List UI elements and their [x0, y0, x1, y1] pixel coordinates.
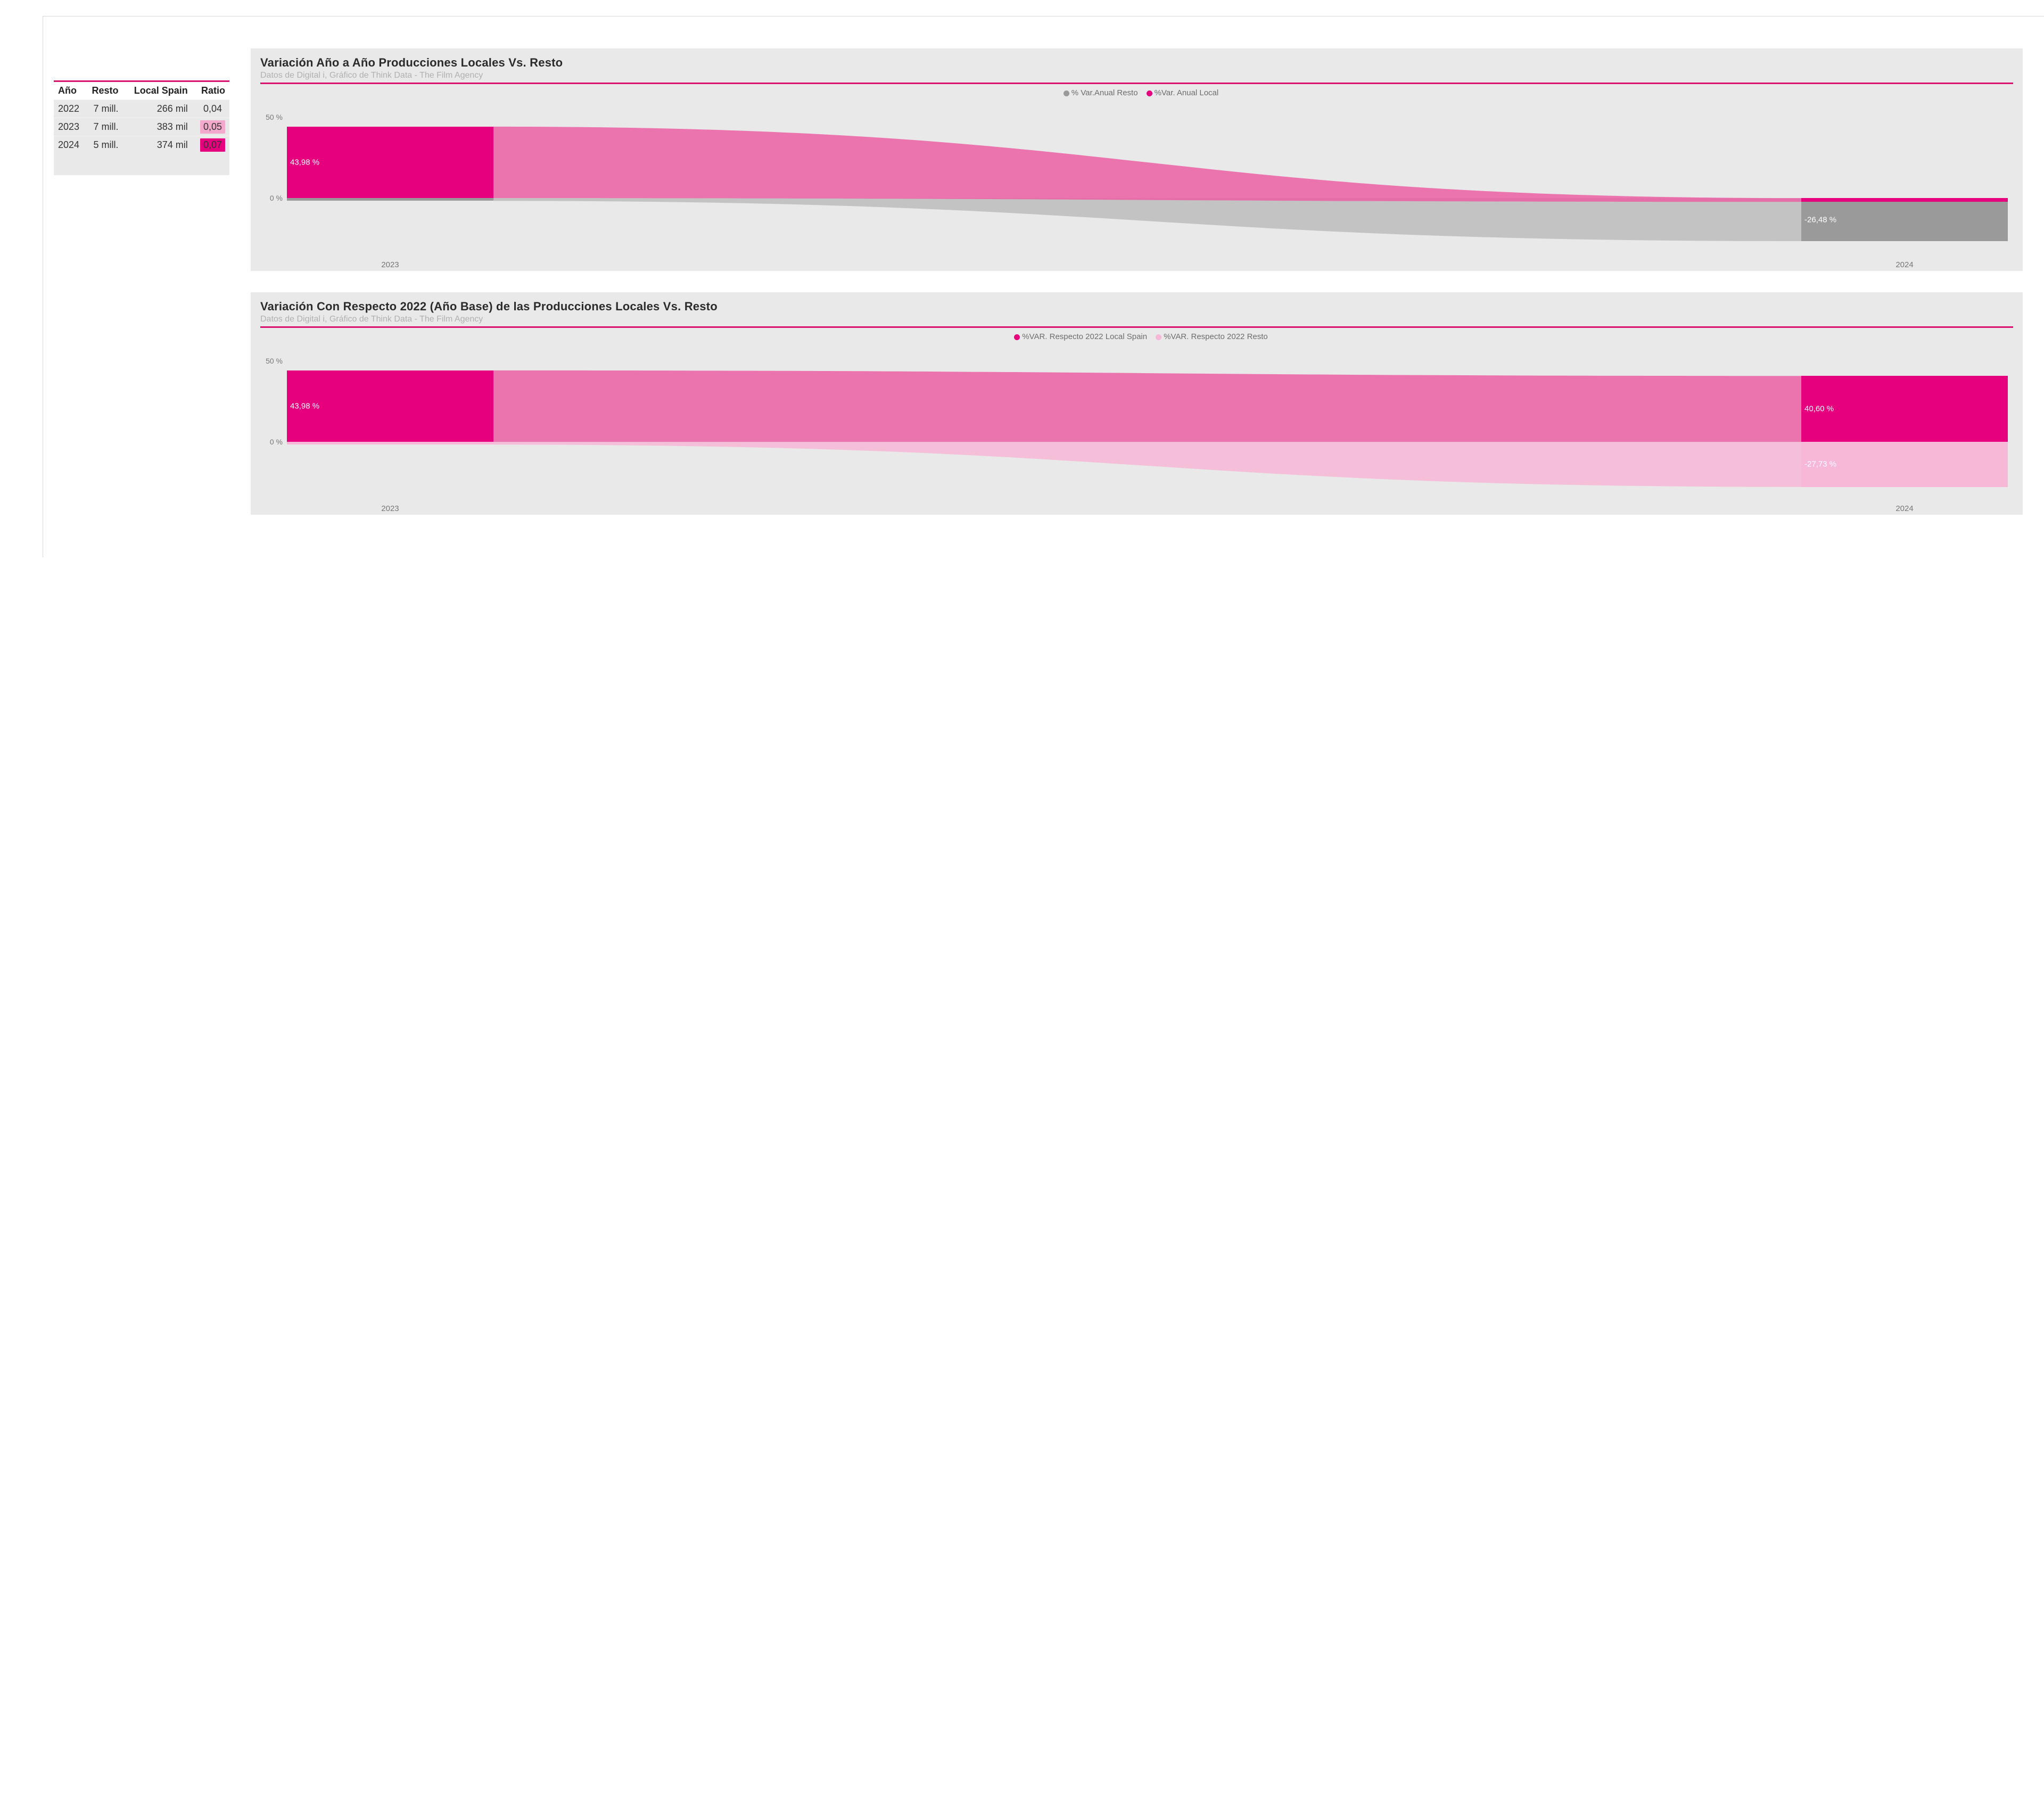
table-row: 20227 mill.266 mil 0,04	[54, 100, 229, 118]
series-ribbon	[493, 127, 1801, 202]
series-bar: 40,60 %	[1801, 376, 2008, 442]
series-bar: -27,73 %	[1801, 442, 2008, 487]
table-header: AñoRestoLocal SpainRatio	[54, 82, 229, 100]
bar-value-label: 43,98 %	[290, 402, 319, 411]
chart-panel-yoy: Variación Año a Año Producciones Locales…	[251, 48, 2023, 271]
cell: 383 mil	[123, 118, 192, 136]
cell: 374 mil	[123, 136, 192, 154]
legend-dot	[1147, 90, 1152, 96]
legend-dot	[1064, 90, 1069, 96]
col-año: Año	[54, 82, 84, 100]
data-table-panel: AñoRestoLocal SpainRatio 20227 mill.266 …	[54, 80, 229, 175]
right-column: Variación Año a Año Producciones Locales…	[251, 48, 2023, 515]
chart-title: Variación Con Respecto 2022 (Año Base) d…	[260, 300, 2013, 314]
two-col-layout: AñoRestoLocal SpainRatio 20227 mill.266 …	[54, 48, 2023, 515]
bar-value-label: -26,48 %	[1804, 215, 1836, 224]
bar-value-label: -27,73 %	[1804, 460, 1836, 469]
cell: 0,05	[192, 118, 229, 136]
series-bar: 43,98 %	[287, 127, 493, 198]
cell: 2022	[54, 100, 84, 118]
panel-rule	[260, 83, 2013, 84]
cell: 7 mill.	[84, 100, 122, 118]
col-resto: Resto	[84, 82, 122, 100]
chart-plot-area: 50 %0 %2023202443,98 %-27,73 %40,60 %	[287, 344, 2008, 499]
chart-legend: %VAR. Respecto 2022 Local Spain %VAR. Res…	[260, 332, 2013, 341]
chart-title: Variación Año a Año Producciones Locales…	[260, 56, 2013, 70]
x-tick-label: 2024	[1895, 504, 1913, 513]
ribbon-layer	[287, 101, 2008, 255]
ratio-value: 0,04	[200, 102, 225, 116]
x-tick-label: 2023	[381, 260, 399, 269]
series-ribbon	[493, 198, 1801, 241]
x-tick-label: 2023	[381, 504, 399, 513]
series-bar	[287, 442, 493, 444]
cell: 2023	[54, 118, 84, 136]
chart-panel-vs2022: Variación Con Respecto 2022 (Año Base) d…	[251, 292, 2023, 515]
legend-label: %VAR. Respecto 2022 Local Spain	[1022, 332, 1147, 341]
y-tick-label: 50 %	[266, 357, 283, 365]
y-tick-label: 0 %	[270, 194, 283, 202]
ratio-value: 0,07	[200, 138, 225, 152]
bar-value-label: 40,60 %	[1804, 405, 1834, 414]
chart-plot-area: 50 %0 %2023202443,98 %-26,48 %	[287, 101, 2008, 255]
series-bar	[287, 198, 493, 201]
series-ribbon	[493, 442, 1801, 487]
legend-label: %Var. Anual Local	[1155, 88, 1219, 97]
left-column: AñoRestoLocal SpainRatio 20227 mill.266 …	[54, 48, 229, 175]
data-table: AñoRestoLocal SpainRatio 20227 mill.266 …	[54, 82, 229, 154]
y-tick-label: 0 %	[270, 438, 283, 446]
series-bar: 43,98 %	[287, 370, 493, 442]
cell: 2024	[54, 136, 84, 154]
x-tick-label: 2024	[1895, 260, 1913, 269]
cell: 7 mill.	[84, 118, 122, 136]
table-row: 20245 mill.374 mil 0,07	[54, 136, 229, 154]
col-local-spain: Local Spain	[123, 82, 192, 100]
report-page: AñoRestoLocal SpainRatio 20227 mill.266 …	[43, 16, 2044, 557]
table-body: 20227 mill.266 mil 0,04 20237 mill.383 mil…	[54, 100, 229, 154]
cell: 5 mill.	[84, 136, 122, 154]
legend-label: %VAR. Respecto 2022 Resto	[1164, 332, 1268, 341]
panel-rule	[260, 326, 2013, 328]
series-bar: -26,48 %	[1801, 198, 2008, 241]
col-ratio: Ratio	[192, 82, 229, 100]
legend-dot	[1156, 334, 1161, 340]
series-ribbon	[493, 370, 1801, 442]
chart-legend: % Var.Anual Resto %Var. Anual Local	[260, 88, 2013, 97]
chart-subtitle: Datos de Digital i, Gráfico de Think Dat…	[260, 315, 2013, 324]
cell: 0,07	[192, 136, 229, 154]
y-tick-label: 50 %	[266, 113, 283, 121]
ribbon-layer	[287, 344, 2008, 499]
legend-dot	[1014, 334, 1020, 340]
series-bar	[1801, 198, 2008, 202]
ratio-value: 0,05	[200, 120, 225, 134]
legend-label: % Var.Anual Resto	[1072, 88, 1138, 97]
cell: 266 mil	[123, 100, 192, 118]
bar-value-label: 43,98 %	[290, 158, 319, 167]
cell: 0,04	[192, 100, 229, 118]
table-row: 20237 mill.383 mil 0,05	[54, 118, 229, 136]
chart-subtitle: Datos de Digital i, Gráfico de Think Dat…	[260, 71, 2013, 80]
